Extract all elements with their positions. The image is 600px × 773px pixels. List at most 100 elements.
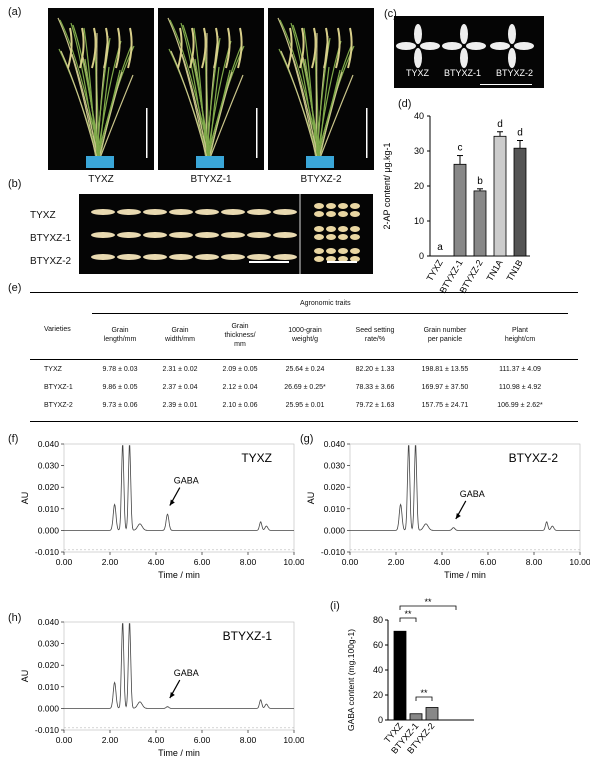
grain [314,226,324,232]
grain [350,203,360,209]
table-column-header-line: Seed setting [355,327,395,334]
plot-frame [63,621,295,731]
y-tick-label: 0.040 [38,617,60,627]
leaf [182,24,211,159]
table-cell: 2.39 ± 0.01 [162,402,198,409]
grain [273,209,297,215]
y-tick-label: 30 [414,146,424,156]
table-column-header-line: weight/g [291,336,319,343]
plant-illustration [277,17,368,168]
panicle [177,27,183,69]
leaf [83,27,97,159]
y-tick-label: 0.040 [324,439,346,449]
leaf [291,53,319,159]
table-group-header: Agronomic traits [300,300,351,307]
x-tick-label: 6.00 [480,557,497,567]
grain [350,248,360,254]
panicle [299,27,305,69]
grain [117,209,141,215]
panicle [79,27,85,69]
table-cell: 79.72 ± 1.63 [355,402,395,409]
grain [338,211,348,217]
table-column-header: Grain number per panicle [405,326,485,344]
x-tick-label: 2.00 [102,735,119,745]
plant-photo [268,8,374,170]
x-tick-label: 4.00 [148,735,165,745]
y-tick-label: 20 [414,181,424,191]
chromatogram-g: -0.010 0.000 0.010 0.020 0.030 0.040 0.00 2.00 4… [306,439,590,580]
chromatogram-f: -0.010 0.000 0.010 0.020 0.030 0.040 0.00 2.00 4… [20,439,304,580]
panel-label-h: (h) [8,612,22,624]
grain [350,256,360,262]
grain [169,254,193,260]
grain [169,209,193,215]
gaba-annotation: GABA [460,489,485,499]
panicle [237,27,243,69]
significance-letter: b [477,176,483,187]
pot [86,156,114,168]
grain [247,254,271,260]
panicle [91,27,97,69]
grain [221,209,245,215]
panel-label-i: (i) [330,600,340,612]
seed-part [460,48,468,68]
panicle [127,27,133,69]
panicle [189,27,195,69]
plant-photo [48,8,154,170]
table-column-header: 1000-grain weight/g [265,326,345,344]
chromatogram-trace [64,445,294,531]
grain-photo [79,194,373,274]
table-column-header-line: Grain [231,323,249,330]
x-tick-label: 8.00 [240,735,257,745]
grain [350,234,360,240]
panel-label-f: (f) [8,433,19,445]
plant-label: TYXZ [88,174,114,185]
grain [326,211,336,217]
x-tick-label: 6.00 [194,735,211,745]
seed-part [414,48,422,68]
gaba-annotation: GABA [174,476,199,486]
bar [393,630,407,721]
y-tick-label: 0.010 [38,682,60,692]
grain [91,254,115,260]
grain [314,256,324,262]
chromatogram-trace [350,445,580,531]
grain [195,254,219,260]
grain [143,209,167,215]
significance-bracket [415,696,433,701]
leaf [99,74,134,159]
leaf [303,27,317,159]
panicle [323,27,329,69]
x-tick-label: 4.00 [434,557,451,567]
significance-bracket [399,605,457,610]
table-column-header-line: height/cm [504,336,536,343]
grain [273,232,297,238]
x-tick-label: 2.00 [388,557,405,567]
leaf [193,27,207,159]
y-tick-label: 0.010 [324,504,346,514]
table-rule [92,313,568,314]
y-tick-label: 0.020 [38,660,60,670]
seed-part [396,42,416,50]
leaf [292,24,321,159]
significance-bracket [399,617,417,622]
y-axis-label: 2-AP content/ μg.kg-1 [382,142,392,229]
x-tick-label: 10.00 [283,735,304,745]
table-cell: 2.12 ± 0.04 [222,384,258,391]
seed-part [420,42,440,50]
table-column-header: Grain length/mm [80,326,160,344]
y-tick-label: 40 [373,665,383,675]
seedling-label: BTYXZ-2 [496,68,534,78]
grain [338,234,348,240]
plant-photo [158,8,264,170]
y-tick-label: 10 [414,216,424,226]
bar [493,135,507,257]
y-tick-label: 0.030 [324,461,346,471]
significance-label: ** [420,688,428,698]
table-cell: 9.86 ± 0.05 [102,384,138,391]
table-column-header-line: Grain [111,327,129,334]
table-column-header-line: rate/% [364,336,386,343]
table-cell: 106.99 ± 2.62* [497,402,543,409]
table-column-header-line: per panicle [427,336,463,343]
grain [326,203,336,209]
